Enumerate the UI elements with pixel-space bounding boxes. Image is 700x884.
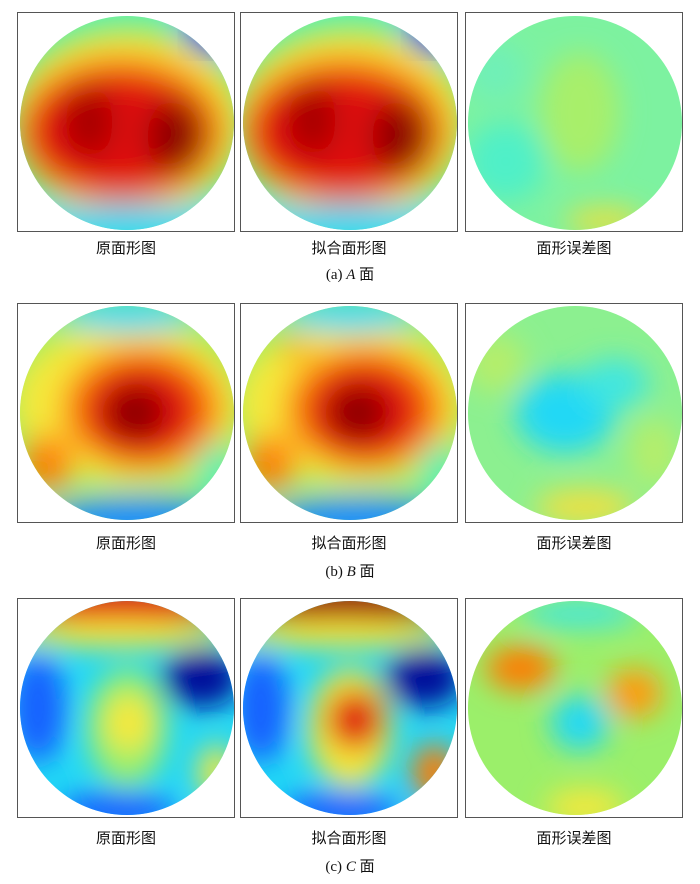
surface-map-c-original (17, 598, 235, 818)
row-a-label-prefix: (a) (325, 267, 347, 283)
caption-c-original: 原面形图 (95, 831, 156, 847)
row-b-label-prefix: (b) (325, 564, 347, 580)
caption-b-fitted: 拟合面形图 (311, 536, 387, 552)
surface-map-c-fitted-plot (242, 600, 457, 816)
caption-b-original: 原面形图 (95, 536, 156, 552)
surface-map-c-error (465, 598, 683, 818)
surface-map-a-original (17, 12, 235, 232)
caption-c-fitted: 拟合面形图 (311, 831, 387, 847)
row-b-label: (b) B 面 (0, 563, 700, 581)
surface-map-a-fitted (240, 12, 458, 232)
surface-map-b-original (17, 303, 235, 523)
row-b-label-suffix: 面 (355, 564, 375, 580)
row-c-label-suffix: 面 (355, 859, 375, 875)
row-a-label: (a) A 面 (0, 266, 700, 284)
row-b-label-letter: B (346, 564, 356, 580)
caption-a-fitted: 拟合面形图 (311, 241, 387, 257)
caption-a-error: 面形误差图 (536, 241, 612, 257)
surface-map-c-fitted (240, 598, 458, 818)
caption-b-error: 面形误差图 (536, 536, 612, 552)
surface-map-b-fitted-plot (242, 305, 457, 521)
caption-c-error: 面形误差图 (536, 831, 612, 847)
surface-map-b-fitted (240, 303, 458, 523)
row-c-label-letter: C (345, 859, 356, 875)
row-a-label-suffix: 面 (355, 267, 375, 283)
surface-map-a-error-plot (467, 15, 682, 230)
surface-map-b-error (465, 303, 683, 523)
surface-map-b-error-plot (467, 305, 682, 521)
caption-a-original: 原面形图 (95, 241, 156, 257)
surface-map-c-error-plot (467, 600, 682, 816)
row-c-label: (c) C 面 (0, 858, 700, 876)
row-a-label-letter: A (346, 267, 356, 283)
surface-map-a-original-plot (19, 15, 234, 230)
surface-map-a-error (465, 12, 683, 232)
row-c-label-prefix: (c) (325, 859, 346, 875)
surface-map-b-original-plot (19, 305, 234, 521)
surface-map-c-original-plot (19, 600, 234, 816)
surface-map-a-fitted-plot (242, 15, 457, 230)
